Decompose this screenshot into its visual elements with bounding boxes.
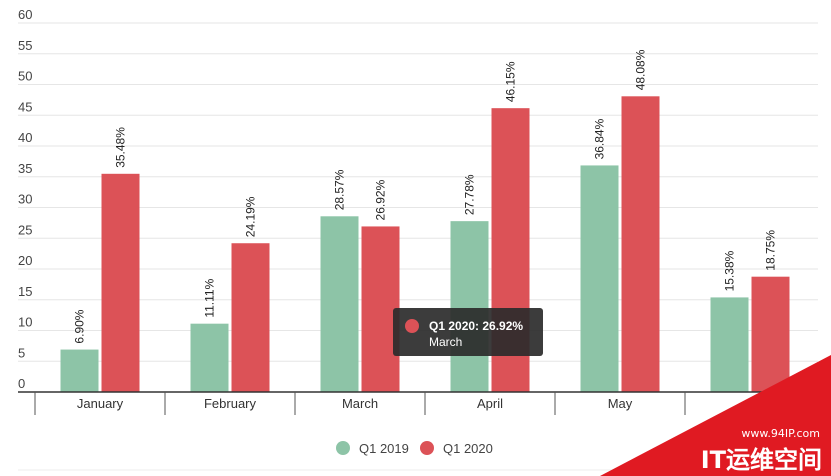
y-tick-label: 60: [18, 7, 32, 22]
watermark-logo: www.94IP.com IT运维空间: [600, 355, 831, 476]
data-label: 28.57%: [333, 169, 347, 210]
bar-q1-2019[interactable]: [60, 349, 99, 392]
data-label: 46.15%: [504, 61, 518, 102]
bar-q1-2020[interactable]: [751, 276, 790, 392]
data-label: 15.38%: [723, 250, 737, 291]
y-tick-label: 55: [18, 38, 32, 53]
bar-q1-2020[interactable]: [231, 243, 270, 392]
watermark-name: IT运维空间: [701, 446, 822, 474]
legend-swatch[interactable]: [420, 441, 434, 455]
bar-q1-2020[interactable]: [101, 173, 140, 392]
legend-swatch[interactable]: [336, 441, 350, 455]
data-label: 48.08%: [634, 49, 648, 90]
legend-label[interactable]: Q1 2019: [359, 441, 409, 456]
legend-label[interactable]: Q1 2020: [443, 441, 493, 456]
x-tick-label: February: [204, 396, 257, 411]
x-axis: JanuaryFebruaryMarchAprilMayJ: [18, 391, 818, 415]
tooltip-swatch: [405, 319, 419, 333]
gridlines: [18, 22, 818, 362]
bars[interactable]: [60, 96, 790, 393]
y-tick-label: 20: [18, 253, 32, 268]
tooltip-box: [393, 308, 543, 356]
y-tick-label: 50: [18, 69, 32, 84]
x-tick-label: April: [477, 396, 503, 411]
watermark-triangle: [600, 355, 831, 476]
x-tick-label: January: [77, 396, 124, 411]
data-label: 36.84%: [593, 118, 607, 159]
data-label: 18.75%: [764, 230, 778, 271]
tooltip-title: Q1 2020: 26.92%: [429, 319, 523, 333]
y-tick-label: 15: [18, 284, 32, 299]
data-label: 11.11%: [203, 278, 217, 317]
bar-q1-2019[interactable]: [320, 216, 359, 392]
tooltip: Q1 2020: 26.92% March: [393, 308, 543, 356]
watermark-url: www.94IP.com: [741, 427, 820, 440]
bar-q1-2019[interactable]: [190, 323, 229, 392]
y-tick-label: 45: [18, 99, 32, 114]
y-tick-label: 25: [18, 222, 32, 237]
y-tick-label: 35: [18, 161, 32, 176]
y-tick-label: 5: [18, 345, 25, 360]
y-tick-label: 0: [18, 376, 25, 391]
y-tick-label: 30: [18, 192, 32, 207]
data-labels: 6.90% 35.48% 11.11% 24.19% 28.57% 26.92% 27.78…: [73, 49, 778, 343]
y-axis-ticks: 0 5 10 15 20 25 30 35 40 45 50 55 60: [18, 7, 32, 391]
data-label: 35.48%: [114, 127, 128, 168]
data-label: 27.78%: [463, 174, 477, 215]
y-tick-label: 40: [18, 130, 32, 145]
x-tick-label: March: [342, 396, 378, 411]
data-label: 24.19%: [244, 196, 258, 237]
bar-q1-2019[interactable]: [710, 297, 749, 392]
data-label: 26.92%: [374, 179, 388, 220]
y-tick-label: 10: [18, 315, 32, 330]
bar-q1-2020[interactable]: [361, 226, 400, 392]
bar-q1-2020[interactable]: [621, 96, 660, 393]
bar-q1-2019[interactable]: [580, 165, 619, 392]
data-label: 6.90%: [73, 309, 87, 343]
x-tick-label: May: [608, 396, 633, 411]
tooltip-subtitle: March: [429, 335, 462, 349]
bar-q1-2019[interactable]: [450, 221, 489, 392]
